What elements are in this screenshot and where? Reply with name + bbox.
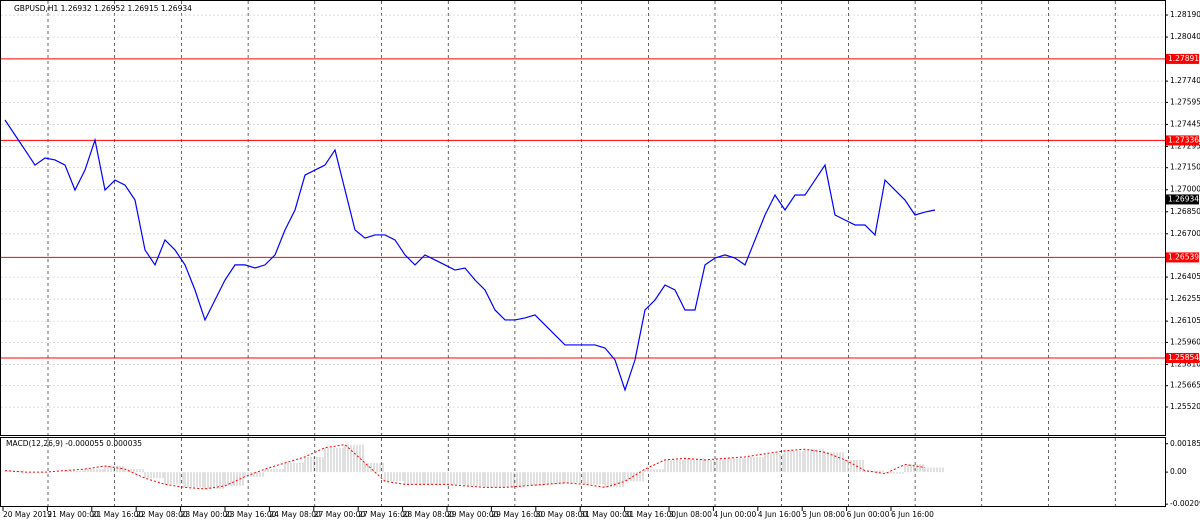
x-tick-label: 21 May 00:00 (47, 510, 99, 519)
y-tick-label: 1.26850 (1170, 207, 1200, 216)
y-tick-label: 1.25520 (1170, 402, 1200, 411)
x-tick-label: 6 Jun 16:00 (891, 510, 934, 519)
x-tick-label: 6 Jun 00:00 (847, 510, 890, 519)
y-tick-label: 1.26700 (1170, 229, 1200, 238)
x-tick-label: 30 May 08:00 (536, 510, 588, 519)
x-tick-label: 31 May 00:00 (580, 510, 632, 519)
level-label: 1.27891 (1168, 54, 1199, 63)
level-tag (1166, 252, 1199, 263)
macd-title: MACD(12,26,9) -0.000055 0.000035 (6, 439, 142, 448)
x-tick-label: 4 Jun 00:00 (713, 510, 756, 519)
y-tick-label: 1.27000 (1170, 185, 1200, 194)
y-tick-label: 1.27150 (1170, 163, 1200, 172)
x-tick-label: 3 Jun 08:00 (669, 510, 712, 519)
x-tick-label: 24 May 08:00 (269, 510, 321, 519)
y-tick-label: 1.26405 (1170, 272, 1200, 281)
x-tick-label: 28 May 08:00 (403, 510, 455, 519)
level-label: 1.27336 (1168, 135, 1199, 144)
current-price-tag (1166, 194, 1199, 205)
y-tick-label: 1.25960 (1170, 337, 1200, 346)
x-tick-label: 20 May 2019 (3, 510, 52, 519)
y-tick-label: 1.28190 (1170, 10, 1200, 19)
macd-y-tick-label: 0.00 (1170, 467, 1187, 476)
current-price-label: 1.26934 (1168, 194, 1199, 203)
level-tag (1166, 352, 1199, 363)
x-tick-label: 4 Jun 16:00 (758, 510, 801, 519)
level-tag (1166, 53, 1199, 64)
y-tick-label: 1.25665 (1170, 381, 1200, 390)
y-tick-label: 1.27740 (1170, 76, 1200, 85)
price-panel (0, 0, 1166, 436)
x-tick-label: 21 May 16:00 (92, 510, 144, 519)
y-tick-label: 1.28040 (1170, 32, 1200, 41)
x-tick-label: 23 May 00:00 (181, 510, 233, 519)
level-label: 1.25854 (1168, 353, 1199, 362)
chart-title: GBPUSD,H1 1.26932 1.26952 1.26915 1.2693… (14, 4, 192, 13)
x-tick-label: 29 May 16:00 (491, 510, 543, 519)
y-tick-label: 1.26105 (1170, 316, 1200, 325)
x-tick-label: 31 May 16:00 (625, 510, 677, 519)
x-tick-label: 27 May 16:00 (358, 510, 410, 519)
y-tick-label: 1.27595 (1170, 97, 1200, 106)
x-tick-label: 22 May 08:00 (136, 510, 188, 519)
y-tick-label: 1.26255 (1170, 294, 1200, 303)
level-tag (1166, 135, 1199, 146)
x-tick-label: 27 May 00:00 (314, 510, 366, 519)
x-tick-label: 5 Jun 08:00 (802, 510, 845, 519)
y-tick-label: 1.27295 (1170, 141, 1200, 150)
x-tick-label: 29 May 00:00 (447, 510, 499, 519)
y-tick-label: 1.25810 (1170, 359, 1200, 368)
y-tick-label: 1.27445 (1170, 119, 1200, 128)
macd-signal (4, 444, 926, 490)
x-tick-label: 23 May 16:00 (225, 510, 277, 519)
macd-y-tick-label: 0.001857 (1170, 439, 1200, 448)
level-label: 1.26539 (1168, 252, 1199, 261)
price-line (4, 119, 936, 392)
macd-panel (0, 437, 1166, 507)
macd-y-tick-label: -0.002097 (1170, 499, 1200, 508)
